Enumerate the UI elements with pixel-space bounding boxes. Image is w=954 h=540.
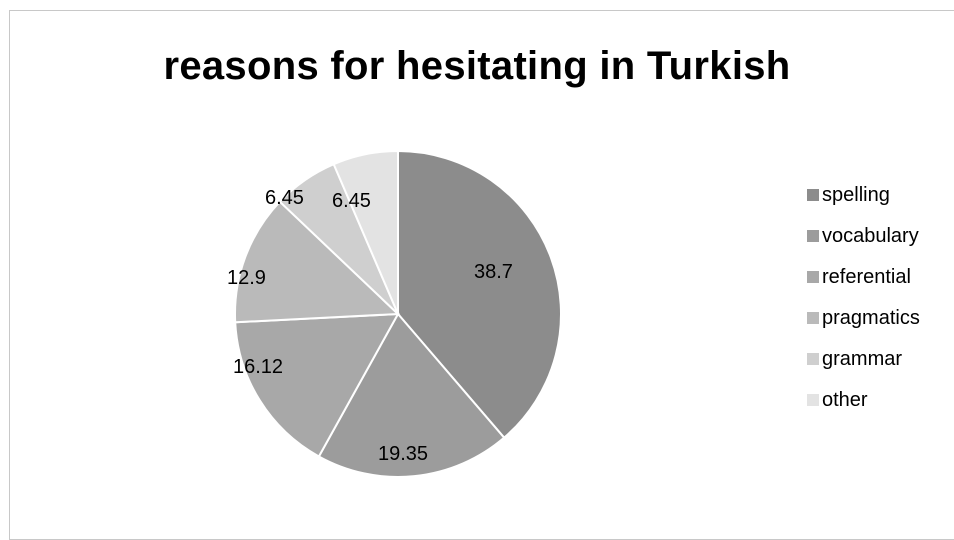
legend-label-other: other [822, 388, 868, 411]
pie-slice-referential [234, 312, 400, 458]
legend-label-grammar: grammar [822, 347, 903, 370]
legend-label-pragmatics: pragmatics [822, 306, 920, 329]
legend-item-pragmatics: pragmatics [807, 305, 920, 331]
legend-item-vocabulary: vocabulary [807, 223, 919, 249]
legend-item-other: other [807, 387, 868, 413]
legend-swatch-other [807, 394, 819, 406]
chart-title: reasons for hesitating in Turkish [163, 44, 791, 88]
legend-swatch-grammar [807, 353, 819, 365]
legend-item-referential: referential [807, 264, 911, 290]
legend-swatch-pragmatics [807, 312, 819, 324]
pie-slice-vocabulary [317, 312, 506, 478]
legend-label-spelling: spelling [822, 183, 890, 206]
legend-item-grammar: grammar [807, 346, 902, 372]
data-label-grammar: 6.45 [265, 187, 304, 209]
pie-slices [234, 149, 562, 478]
legend-label-vocabulary: vocabulary [822, 224, 919, 247]
data-label-vocabulary: 19.35 [378, 443, 428, 465]
data-label-other: 6.45 [332, 190, 371, 212]
legend-swatch-referential [807, 271, 819, 283]
legend-swatch-vocabulary [807, 230, 819, 242]
pie-slice-pragmatics [234, 200, 401, 324]
legend-label-referential: referential [822, 265, 911, 288]
pie-data-labels: 38.7 19.35 16.12 12.9 6.45 6.45 [227, 187, 513, 465]
data-label-pragmatics: 12.9 [227, 267, 266, 289]
data-label-spelling: 38.7 [474, 261, 513, 283]
pie-chart: 38.7 19.35 16.12 12.9 6.45 6.45 [227, 149, 562, 478]
legend-item-spelling: spelling [807, 182, 890, 208]
pie-slice-spelling [397, 149, 562, 440]
legend-swatch-spelling [807, 189, 819, 201]
pie-slice-other [332, 149, 399, 315]
data-label-referential: 16.12 [233, 356, 283, 378]
